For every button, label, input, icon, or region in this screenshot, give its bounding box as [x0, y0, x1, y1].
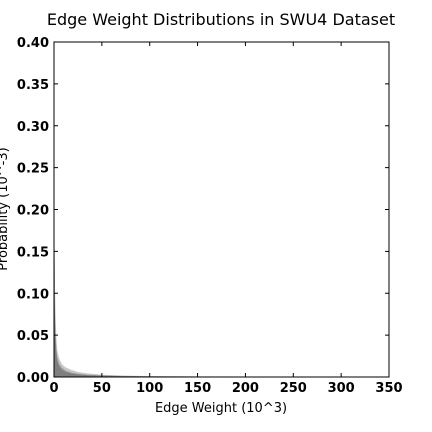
x-tick-label: 350 — [375, 381, 402, 396]
plot-frame — [53, 41, 390, 378]
y-tick-label: 0.25 — [17, 162, 49, 177]
x-tick-label: 100 — [136, 381, 163, 396]
series-layer — [54, 230, 389, 377]
x-axis: 0 50 100 150 200 250 300 350 — [49, 42, 403, 396]
x-axis-label: Edge Weight (10^3) — [155, 401, 287, 416]
x-tick-label: 50 — [93, 381, 111, 396]
series-area-3 — [54, 293, 389, 377]
x-tick-label: 150 — [184, 381, 211, 396]
y-tick-label: 0.35 — [17, 78, 49, 93]
y-tick-label: 0.00 — [17, 371, 49, 386]
y-tick-label: 0.40 — [17, 36, 49, 51]
y-axis-label: Probability (10^-3) — [0, 147, 11, 270]
series-area-2 — [54, 230, 389, 377]
y-tick-label: 0.30 — [17, 120, 49, 135]
y-tick-label: 0.20 — [17, 204, 49, 219]
x-tick-label: 250 — [280, 381, 307, 396]
y-tick-label: 0.10 — [17, 287, 49, 302]
y-tick-label: 0.15 — [17, 245, 49, 260]
x-tick-label: 200 — [232, 381, 259, 396]
chart-title: Edge Weight Distributions in SWU4 Datase… — [47, 10, 395, 29]
x-tick-label: 300 — [328, 381, 355, 396]
x-tick-label: 0 — [49, 381, 58, 396]
y-tick-label: 0.05 — [17, 329, 49, 344]
series-area-1 — [54, 247, 389, 377]
y-axis: 0.00 0.05 0.10 0.15 0.20 0.25 0.30 0.35 0.40 — [17, 36, 389, 386]
